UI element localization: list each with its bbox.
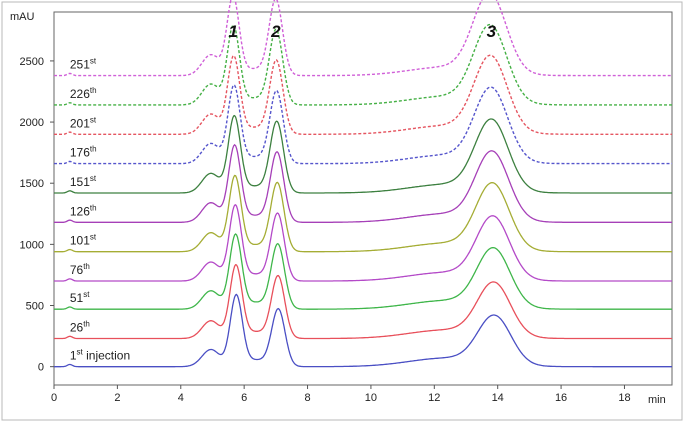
x-tick-label: 10 bbox=[365, 392, 377, 404]
trace-label: 151st bbox=[70, 174, 97, 189]
x-tick-label: 6 bbox=[241, 392, 247, 404]
trace-label: 51st bbox=[70, 290, 90, 305]
plot-area bbox=[53, 11, 673, 386]
trace-176 bbox=[54, 84, 672, 165]
y-tick-label: 0 bbox=[38, 362, 44, 374]
y-axis-unit-label: mAU bbox=[10, 11, 35, 23]
trace-label: 201st bbox=[70, 115, 97, 130]
trace-label-ordinal: st bbox=[90, 115, 97, 124]
peak-label-2: 2 bbox=[270, 22, 281, 41]
trace-label-number: 101 bbox=[70, 234, 90, 248]
trace-101 bbox=[54, 174, 672, 253]
x-tick-label: 14 bbox=[492, 392, 504, 404]
x-tick-label: 8 bbox=[304, 392, 310, 404]
trace-label-ordinal: st bbox=[77, 348, 84, 357]
peak-label-1: 1 bbox=[228, 22, 237, 41]
trace-label: 126th bbox=[70, 203, 97, 218]
y-tick-label: 1000 bbox=[20, 239, 44, 251]
trace-label: 176th bbox=[70, 145, 97, 160]
x-tick-label: 18 bbox=[618, 392, 630, 404]
y-tick-label: 2500 bbox=[20, 56, 44, 68]
trace-label-ordinal: th bbox=[90, 86, 97, 95]
trace-label-number: 1 bbox=[70, 349, 77, 363]
trace-label-ordinal: th bbox=[83, 262, 90, 271]
trace-label-ordinal: th bbox=[83, 320, 90, 329]
trace-label: 26th bbox=[70, 320, 90, 335]
trace-label-number: 51 bbox=[70, 291, 84, 305]
trace-label: 226th bbox=[70, 86, 97, 101]
trace-1 bbox=[54, 293, 672, 368]
trace-label: 101st bbox=[70, 233, 97, 248]
trace-label: 1st injection bbox=[70, 348, 130, 363]
trace-label-ordinal: st bbox=[83, 290, 90, 299]
trace-label-ordinal: st bbox=[90, 233, 97, 242]
trace-label-number: 226 bbox=[70, 87, 90, 101]
peak-labels: 1 2 3 bbox=[228, 22, 496, 41]
y-axis-ticks: 0 500 1000 1500 2000 2500 bbox=[20, 56, 54, 374]
trace-label: 251st bbox=[70, 57, 97, 72]
trace-label-ordinal: st bbox=[90, 57, 97, 66]
trace-label-ordinal: th bbox=[90, 203, 97, 212]
x-tick-label: 12 bbox=[428, 392, 440, 404]
x-tick-label: 16 bbox=[555, 392, 567, 404]
chromatogram-traces bbox=[54, 0, 672, 368]
trace-label-suffix: injection bbox=[83, 349, 130, 363]
trace-label-number: 176 bbox=[70, 146, 90, 160]
x-tick-label: 2 bbox=[114, 392, 120, 404]
trace-label-number: 251 bbox=[70, 58, 90, 72]
trace-label-ordinal: th bbox=[90, 145, 97, 154]
trace-76 bbox=[54, 204, 672, 282]
trace-labels: 1st injection26th51st76th101st126th151st… bbox=[70, 57, 130, 363]
trace-126 bbox=[54, 143, 672, 223]
x-tick-label: 4 bbox=[178, 392, 184, 404]
x-tick-label: 0 bbox=[51, 392, 57, 404]
trace-label-number: 151 bbox=[70, 175, 90, 189]
trace-label-number: 126 bbox=[70, 204, 90, 218]
trace-label-number: 201 bbox=[70, 116, 90, 130]
trace-26 bbox=[54, 263, 672, 340]
y-tick-label: 2000 bbox=[20, 117, 44, 129]
peak-label-3: 3 bbox=[487, 22, 497, 41]
trace-151 bbox=[54, 114, 672, 194]
x-axis-unit-label: min bbox=[648, 394, 666, 406]
y-tick-label: 500 bbox=[26, 301, 44, 313]
x-axis-ticks: 0 2 4 6 8 10 12 14 16 18 bbox=[51, 385, 631, 404]
trace-51 bbox=[54, 233, 672, 310]
trace-label-number: 26 bbox=[70, 321, 84, 335]
trace-label-ordinal: st bbox=[90, 174, 97, 183]
trace-251 bbox=[54, 0, 672, 77]
trace-label: 76th bbox=[70, 262, 90, 277]
trace-label-number: 76 bbox=[70, 263, 84, 277]
y-tick-label: 1500 bbox=[20, 178, 44, 190]
